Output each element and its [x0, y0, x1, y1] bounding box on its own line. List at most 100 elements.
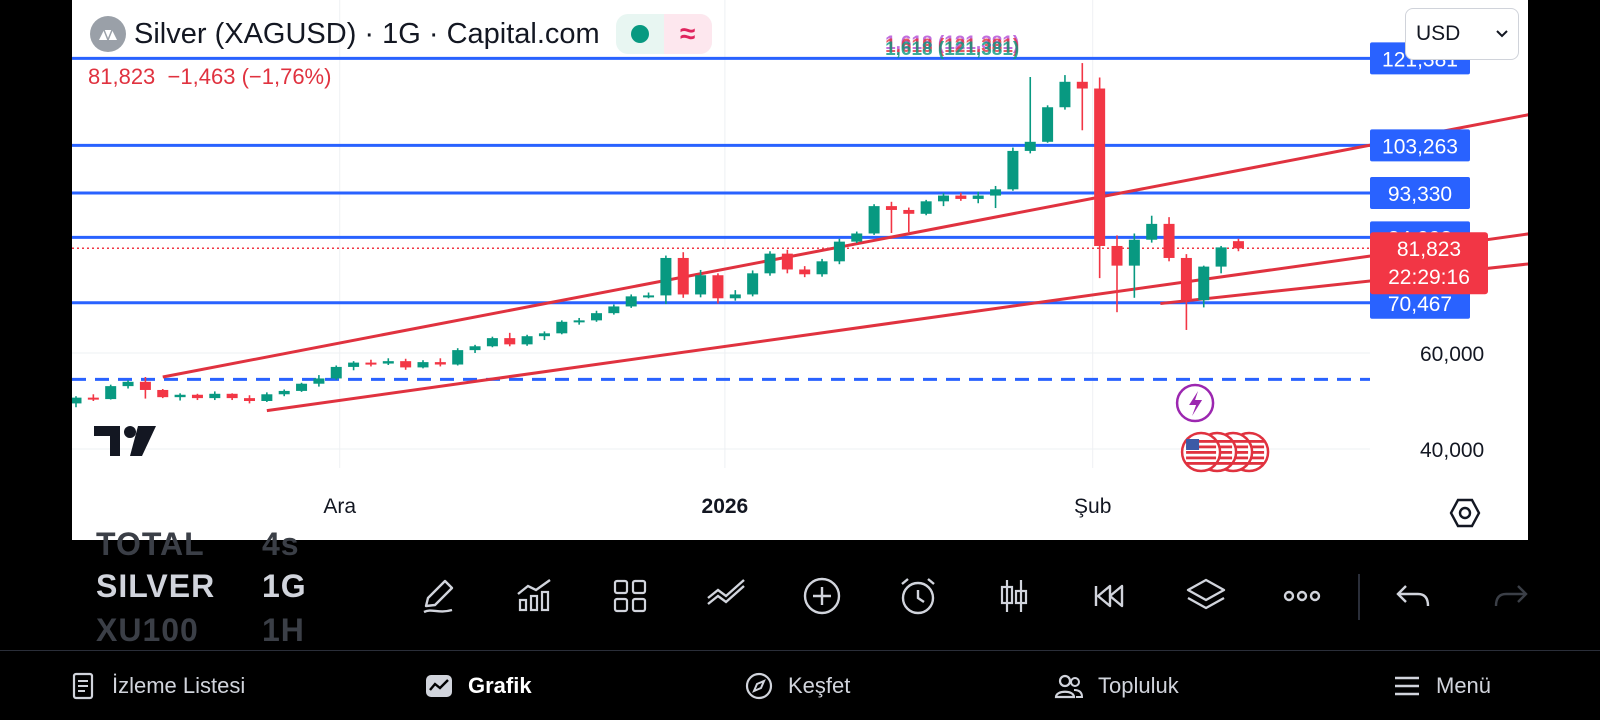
nav-explore[interactable]: Keşfet	[744, 651, 850, 720]
nav-menu-label: Menü	[1436, 673, 1492, 698]
candle-body	[87, 397, 99, 400]
candle-body	[1146, 223, 1158, 240]
x-tick-label: 2026	[702, 495, 749, 518]
flag-stripe	[1186, 456, 1217, 460]
symbol-title[interactable]: Silver (XAGUSD) · 1G · Capital.com	[134, 17, 600, 50]
candle-body	[209, 393, 221, 399]
toolbar-divider	[1358, 574, 1360, 620]
nav-community[interactable]: Topluluk	[1054, 651, 1179, 720]
candle-body	[764, 253, 776, 274]
nav-explore-label: Keşfet	[788, 673, 851, 698]
candle-body	[920, 201, 932, 214]
candle-body	[417, 362, 429, 368]
candle-body	[382, 361, 394, 364]
price-change-pct: (−1,76%)	[241, 64, 332, 89]
candle-body	[556, 321, 568, 334]
tradingview-logo-icon	[94, 426, 158, 461]
candle-body	[1128, 239, 1140, 266]
last-price: 81,823	[88, 64, 156, 89]
candle-body	[1024, 141, 1036, 151]
candle-body	[833, 241, 845, 262]
chart-type-candles-icon[interactable]	[986, 568, 1042, 624]
candle-body	[365, 362, 377, 365]
layouts-grid-icon[interactable]	[602, 568, 658, 624]
price-tag-label: 93,330	[1388, 183, 1452, 206]
channel-trendline	[266, 232, 1528, 413]
candle-body	[799, 269, 811, 275]
candle-body	[226, 393, 238, 399]
flag-stripe	[1186, 445, 1217, 449]
candle-body	[677, 257, 689, 295]
us-economic-event-icon	[1180, 431, 1222, 473]
candle-body	[191, 394, 203, 399]
market-open-dot-icon	[630, 25, 649, 43]
candle-body	[868, 206, 880, 234]
add-plus-icon[interactable]	[794, 568, 850, 624]
more-dots-icon[interactable]	[1274, 568, 1330, 624]
candle-body	[105, 386, 117, 400]
silver-logo-icon	[90, 16, 126, 52]
symbol-list-item-prev[interactable]: TOTAL	[96, 526, 205, 562]
candle-body	[903, 209, 915, 214]
lightning-glyph	[1189, 391, 1203, 416]
nav-menu[interactable]: Menü	[1392, 651, 1491, 720]
candle-body	[244, 398, 255, 401]
candle-body	[330, 366, 342, 379]
candle-body	[660, 257, 672, 296]
currency-select[interactable]: USD	[1405, 8, 1519, 60]
candle-body	[608, 306, 620, 314]
compare-icon[interactable]	[698, 568, 754, 624]
interval-next[interactable]: 1H	[262, 612, 305, 642]
symbol-header[interactable]: Silver (XAGUSD) · 1G · Capital.com ≈	[90, 14, 712, 54]
chart-settings-icon[interactable]	[1448, 496, 1482, 530]
candle-body	[296, 383, 308, 391]
candle-body	[434, 362, 446, 365]
candle-body	[747, 273, 759, 295]
current-price-value: 81,823	[1397, 238, 1461, 261]
candle-body	[174, 394, 186, 398]
candle-body	[851, 233, 863, 242]
replay-icon[interactable]	[1082, 568, 1138, 624]
symbol-list-item-current[interactable]: SILVER	[96, 568, 216, 604]
candle-body	[972, 195, 984, 199]
candle-body	[1111, 245, 1123, 266]
current-price-tag-bg	[1370, 232, 1488, 295]
undo-icon[interactable]	[1386, 568, 1442, 624]
price-tag-label: 70,467	[1388, 293, 1452, 316]
candle-body	[573, 320, 585, 323]
candle-body	[1180, 257, 1192, 301]
redo-icon[interactable]	[1482, 568, 1538, 624]
candle-body	[591, 313, 602, 321]
candle-body	[157, 389, 169, 398]
chart-panel[interactable]: Ara 2026 Şub 60,000 40,000 1,618 (121,381) 1,6…	[72, 0, 1528, 540]
chart-icon	[426, 675, 452, 697]
channel-trendline	[162, 113, 1528, 379]
candle-body	[278, 390, 290, 395]
indicators-icon[interactable]	[506, 568, 562, 624]
candle-body	[261, 394, 273, 401]
candle-body	[521, 336, 533, 345]
fib-extension-label: 1,618 (121,381)	[885, 33, 1019, 54]
flag-canton	[1186, 439, 1200, 450]
interval-prev[interactable]: 4s	[262, 526, 300, 562]
interval-current[interactable]: 1G	[262, 568, 307, 604]
fib-extension-label: 1,618 (121,381)	[885, 36, 1019, 57]
candle-body	[781, 253, 793, 270]
candle-body	[643, 295, 655, 298]
candle-body	[538, 333, 550, 337]
nav-watchlist[interactable]: İzleme Listesi	[68, 651, 245, 720]
layers-icon[interactable]	[1178, 568, 1234, 624]
market-status-pill[interactable]: ≈	[615, 14, 712, 54]
alert-clock-icon[interactable]	[890, 568, 946, 624]
bar-countdown-timer: 22:29:16	[1388, 266, 1470, 289]
menu-icon	[1395, 676, 1419, 696]
price-tag-bg	[1370, 177, 1470, 210]
draw-pencil-icon[interactable]	[410, 568, 466, 624]
candle-body	[885, 206, 897, 210]
nav-chart[interactable]: Grafik	[424, 651, 532, 720]
symbol-list-item-next[interactable]: XU100	[96, 612, 199, 642]
nav-chart-label: Grafik	[468, 673, 532, 698]
candle-body	[348, 362, 360, 367]
candle-body	[122, 381, 134, 387]
